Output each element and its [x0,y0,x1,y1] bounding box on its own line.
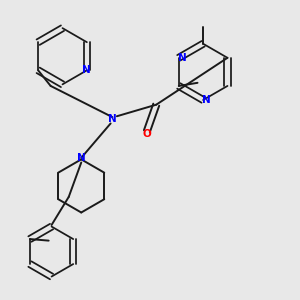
Text: N: N [82,65,91,75]
Text: N: N [77,153,85,163]
Text: O: O [142,129,151,140]
Text: N: N [108,114,117,124]
Text: N: N [202,95,211,105]
Text: N: N [178,53,186,63]
